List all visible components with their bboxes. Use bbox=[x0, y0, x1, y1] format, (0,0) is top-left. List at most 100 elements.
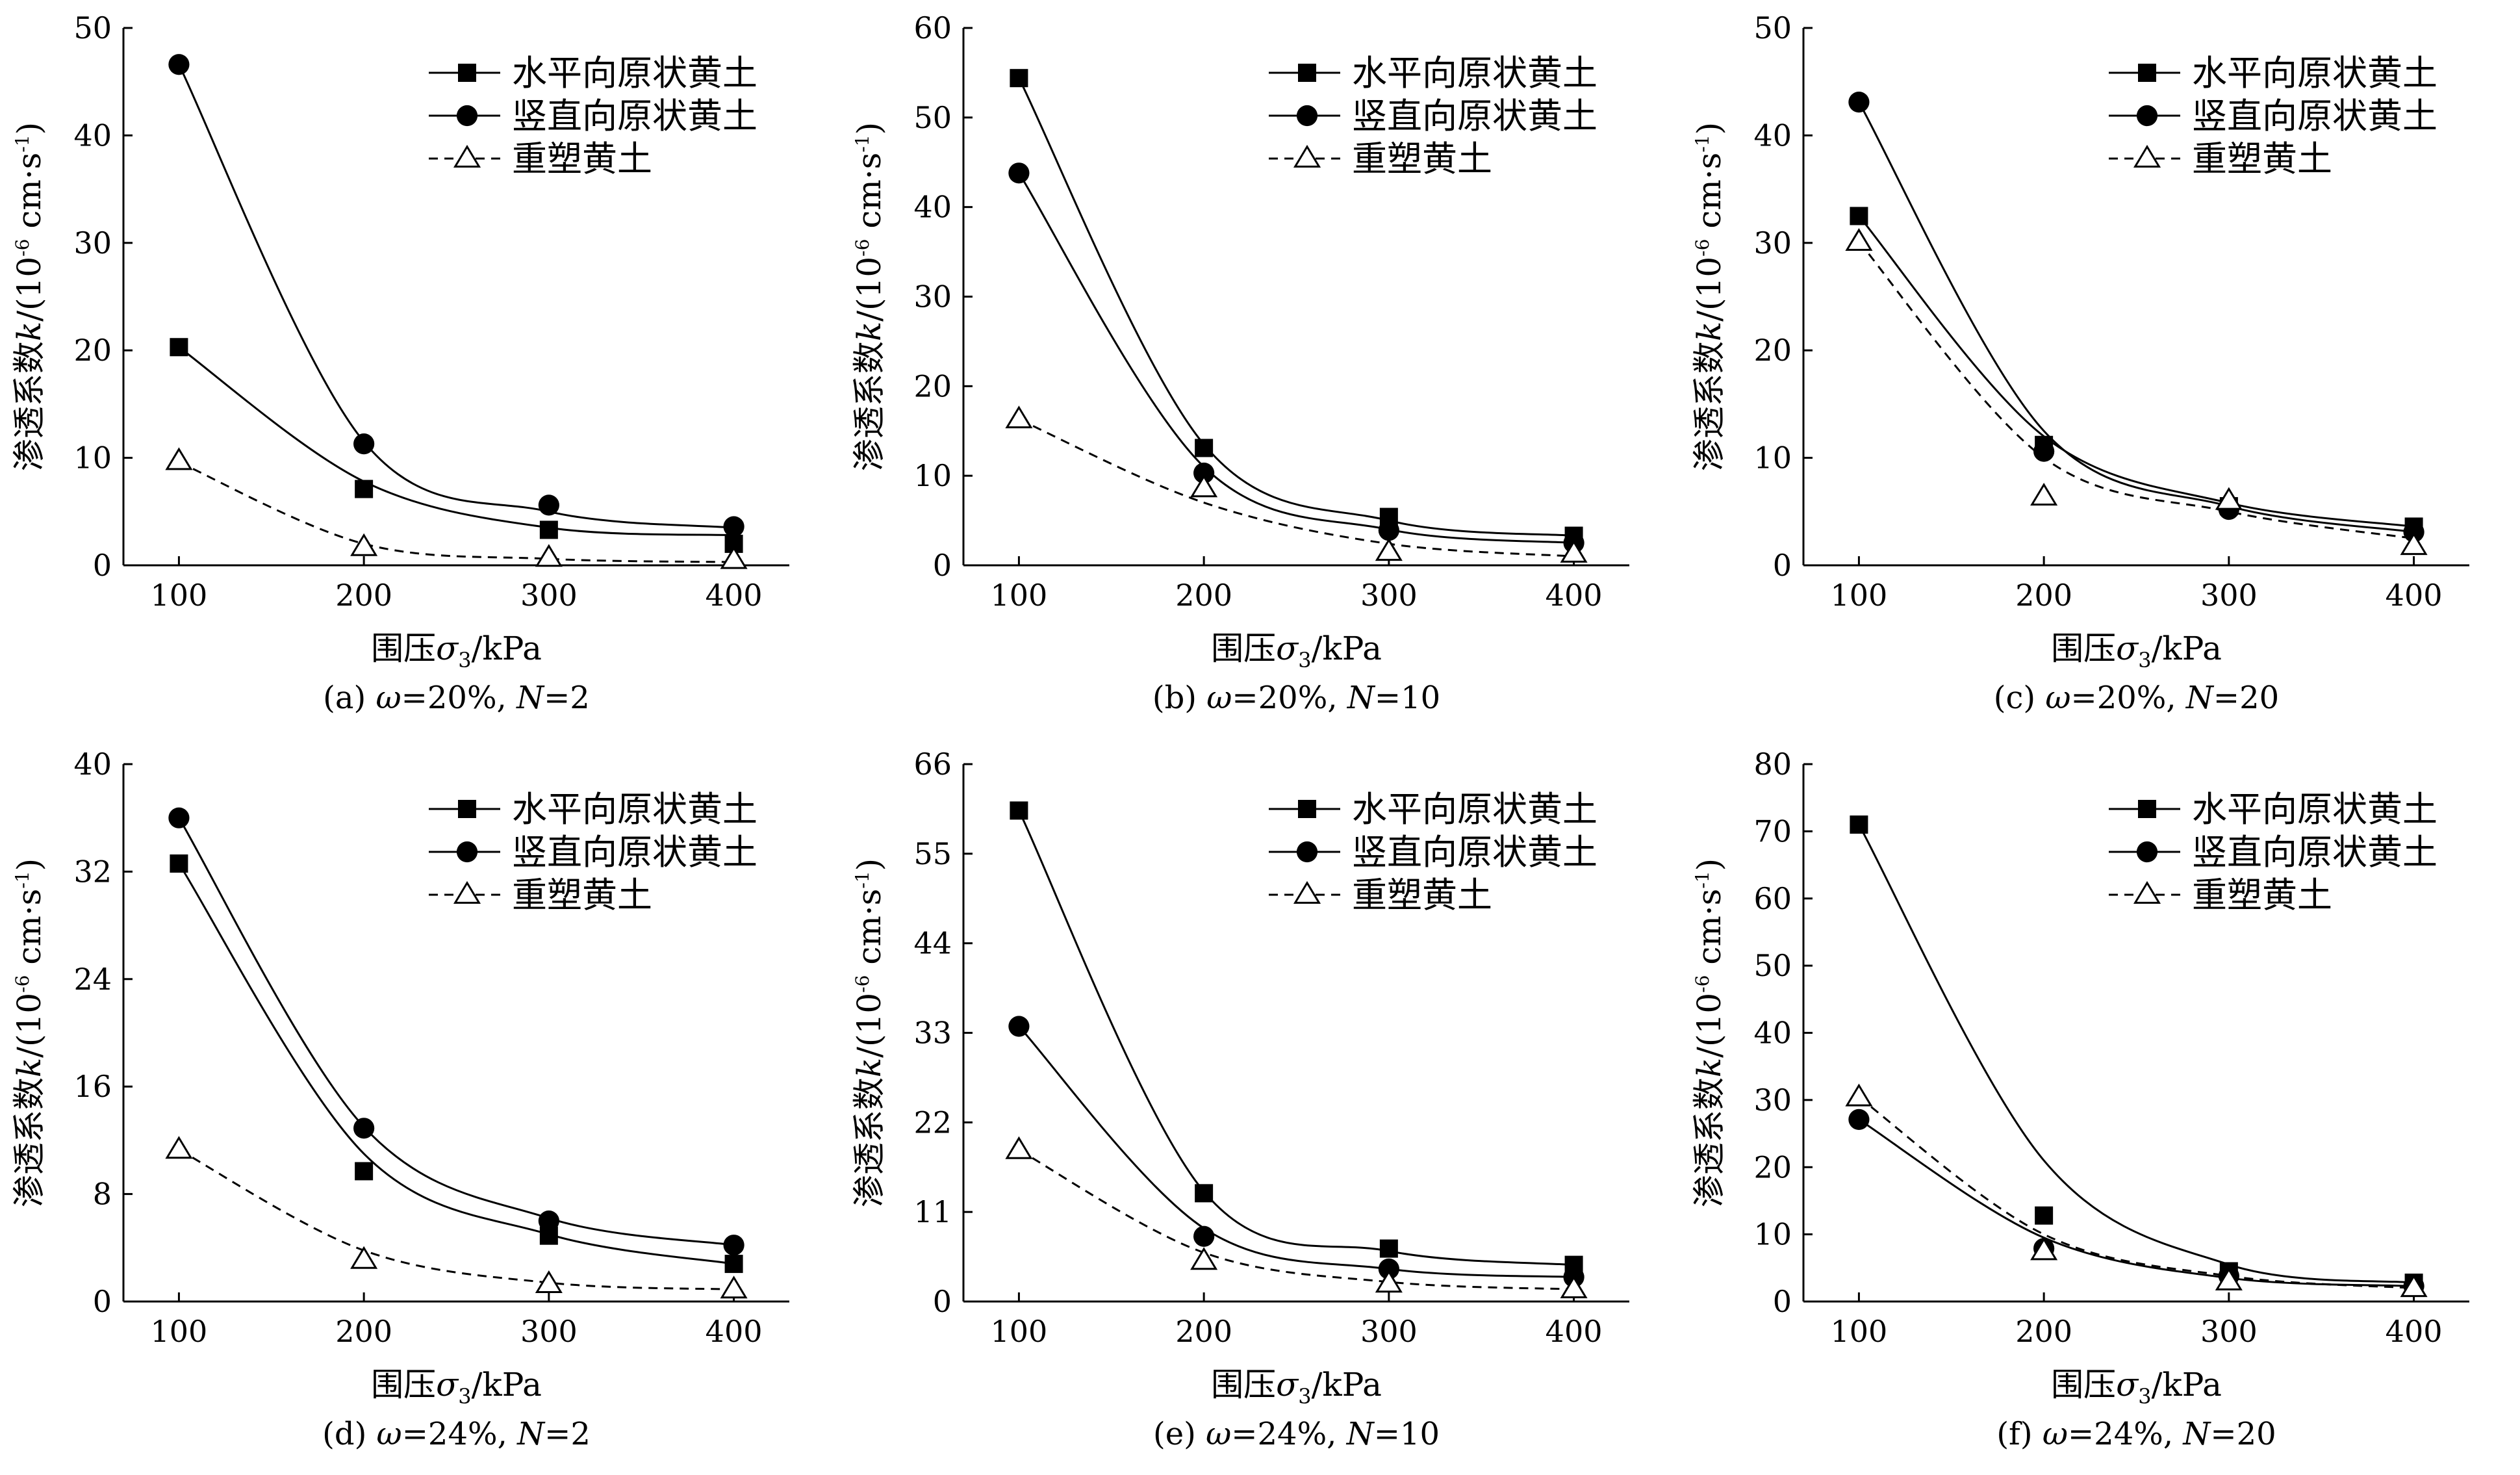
legend-label: 水平向原状黄土 bbox=[1352, 53, 1597, 94]
panel-caption-part: =2 bbox=[544, 680, 590, 716]
y-axis-title-unit: cm·s bbox=[10, 153, 48, 239]
y-tick-label: 10 bbox=[1753, 1217, 1792, 1252]
legend-entry: 重塑黄土 bbox=[429, 875, 652, 916]
x-axis-title-text: 围压 bbox=[371, 1366, 436, 1404]
legend-marker-circle bbox=[1296, 841, 1318, 863]
y-tick-label: 33 bbox=[913, 1016, 952, 1051]
y-axis-title-exponent: -1 bbox=[12, 135, 33, 152]
y-axis-title-unit: ) bbox=[1690, 122, 1728, 135]
x-tick-label: 400 bbox=[1546, 578, 1603, 613]
panel-caption-part: N bbox=[516, 680, 545, 716]
x-axis-title-subscript: 3 bbox=[2138, 1384, 2151, 1409]
data-point-circle bbox=[538, 1210, 559, 1232]
y-tick-label: 60 bbox=[1753, 881, 1792, 916]
data-point-triangle bbox=[1005, 405, 1033, 429]
legend-label: 竖直向原状黄土 bbox=[1352, 832, 1597, 873]
x-tick-label: 100 bbox=[151, 578, 208, 613]
legend-entry: 重塑黄土 bbox=[1269, 875, 1492, 916]
y-tick-label: 40 bbox=[73, 747, 112, 782]
data-point-triangle bbox=[1560, 1276, 1588, 1299]
panel-caption-part: N bbox=[2185, 680, 2215, 716]
y-tick-label: 0 bbox=[1773, 1284, 1792, 1319]
series-2 bbox=[1845, 1083, 2428, 1298]
y-tick-label: 30 bbox=[1753, 1083, 1792, 1118]
panel-caption-part: ω bbox=[376, 680, 401, 716]
panel-caption-part: (c) bbox=[1994, 680, 2046, 716]
legend-label: 竖直向原状黄土 bbox=[2192, 832, 2437, 873]
data-point-triangle bbox=[535, 544, 563, 567]
x-tick-label: 400 bbox=[706, 578, 763, 613]
x-tick-label: 200 bbox=[2015, 1314, 2072, 1349]
y-axis-title-symbol: k bbox=[10, 322, 48, 341]
x-tick-label: 400 bbox=[1546, 1314, 1603, 1349]
legend-label: 竖直向原状黄土 bbox=[512, 832, 757, 873]
legend-label: 竖直向原状黄土 bbox=[2192, 96, 2437, 136]
panel-caption-part: ω bbox=[377, 1416, 402, 1452]
series-2 bbox=[165, 1136, 748, 1299]
x-axis-title-symbol: σ bbox=[2116, 1366, 2139, 1404]
panel-caption-part: N bbox=[2182, 1416, 2211, 1452]
x-tick-label: 200 bbox=[2015, 578, 2072, 613]
panel-caption-part: =20%, bbox=[2071, 680, 2186, 716]
legend-entry: 水平向原状黄土 bbox=[429, 53, 757, 94]
x-axis-title: 围压σ3/kPa bbox=[371, 1366, 542, 1409]
x-axis-title-unit: /kPa bbox=[472, 1366, 542, 1404]
y-tick-label: 20 bbox=[73, 333, 112, 368]
fit-curve bbox=[1858, 824, 2414, 1284]
legend-label: 水平向原状黄土 bbox=[512, 53, 757, 94]
panel-caption-part: N bbox=[1346, 1416, 1375, 1452]
legend-marker-circle bbox=[1296, 105, 1318, 127]
x-axis-title-symbol: σ bbox=[436, 1366, 459, 1404]
y-axis-title-text: 渗透系数 bbox=[1690, 341, 1728, 471]
fit-curve bbox=[1858, 215, 2414, 528]
data-point-square bbox=[1379, 1239, 1398, 1258]
y-tick-label: 40 bbox=[1753, 118, 1792, 153]
series-1 bbox=[1008, 162, 1585, 554]
legend-marker-square bbox=[2138, 800, 2156, 818]
y-axis-title-symbol: k bbox=[10, 1058, 48, 1077]
data-point-circle bbox=[723, 1235, 745, 1256]
y-axis-title-exponent: -1 bbox=[852, 871, 873, 888]
legend-marker-circle bbox=[2136, 105, 2158, 127]
chart-svg: 0 10 20 30 40 50 100 200 300 400 围压σ3/kPa 渗透系数k/(10… bbox=[10, 10, 789, 716]
chart-panel-b: 0 10 20 30 40 50 60 100 200 300 400 围压σ3/kPa 渗透系数k/(… bbox=[840, 0, 1680, 736]
x-axis-title-subscript: 3 bbox=[458, 648, 471, 673]
fit-curve bbox=[178, 461, 734, 563]
data-point-circle bbox=[538, 494, 559, 516]
data-point-triangle bbox=[2030, 483, 2058, 506]
legend-label: 竖直向原状黄土 bbox=[1352, 96, 1597, 136]
x-tick-label: 100 bbox=[1831, 1314, 1888, 1349]
x-tick-label: 300 bbox=[1360, 578, 1418, 613]
y-tick-label: 40 bbox=[1753, 1016, 1792, 1051]
legend-entry: 竖直向原状黄土 bbox=[429, 96, 757, 136]
legend-entry: 水平向原状黄土 bbox=[1269, 789, 1597, 830]
y-axis-title-unit: cm·s bbox=[850, 153, 888, 239]
x-tick-label: 400 bbox=[706, 1314, 763, 1349]
data-point-square bbox=[1850, 815, 1868, 834]
y-axis-title-unit: /(10 bbox=[1690, 993, 1728, 1058]
legend-marker-triangle bbox=[2133, 880, 2161, 904]
data-point-triangle bbox=[2030, 1237, 2058, 1261]
y-axis-title-text: 渗透系数 bbox=[10, 1077, 48, 1207]
legend-marker-circle bbox=[456, 841, 478, 863]
x-tick-label: 100 bbox=[1831, 578, 1888, 613]
x-tick-label: 400 bbox=[2386, 578, 2443, 613]
fit-curve bbox=[1018, 418, 1574, 558]
panel-caption-part: N bbox=[516, 1416, 546, 1452]
x-tick-label: 100 bbox=[151, 1314, 208, 1349]
fit-curve bbox=[1018, 77, 1574, 537]
panel-caption: (d) ω=24%, N=2 bbox=[322, 1416, 591, 1452]
x-axis-title-unit: /kPa bbox=[2152, 630, 2222, 667]
y-tick-label: 0 bbox=[93, 548, 112, 583]
y-tick-label: 0 bbox=[93, 1284, 112, 1319]
y-axis-title-exponent: -6 bbox=[12, 239, 33, 257]
x-tick-label: 300 bbox=[520, 578, 578, 613]
legend-entry: 重塑黄土 bbox=[1269, 138, 1492, 179]
y-tick-label: 50 bbox=[73, 10, 112, 45]
series-2 bbox=[1845, 228, 2428, 556]
series-0 bbox=[1850, 207, 2423, 536]
y-tick-label: 0 bbox=[933, 548, 952, 583]
panel-caption-part: ω bbox=[1206, 1416, 1231, 1452]
data-point-circle bbox=[1193, 462, 1215, 484]
x-tick-label: 100 bbox=[991, 578, 1048, 613]
